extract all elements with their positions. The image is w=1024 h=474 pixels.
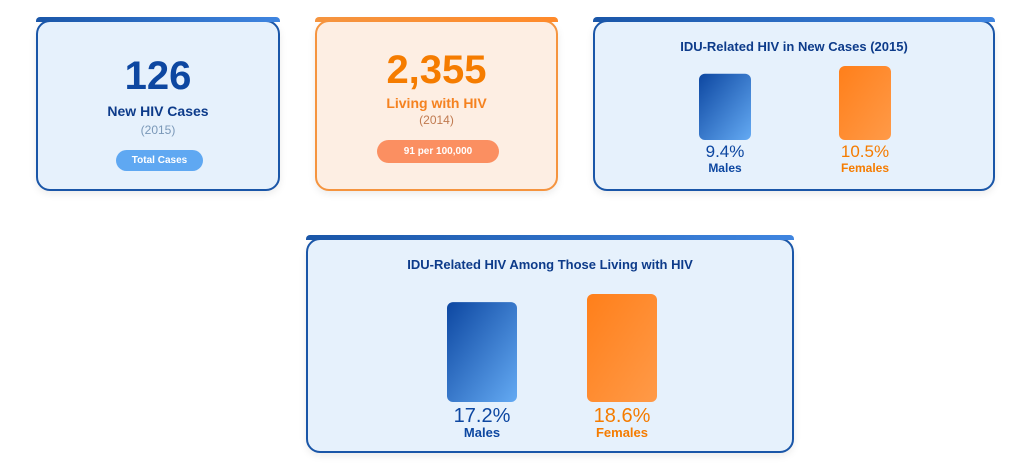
idu-living-chart: 17.2%Males 18.6%Females [447, 294, 657, 440]
value-label-females: 10.5% [841, 142, 889, 161]
rate-badge: 91 per 100,000 [377, 140, 499, 163]
living-with-hiv-card: 2,355 Living with HIV (2014) 91 per 100,… [315, 17, 558, 191]
value-label-females: 18.6% [594, 405, 651, 427]
bar-males [699, 73, 751, 140]
new-cases-value: 126 [124, 54, 192, 98]
new-hiv-cases-card: 126 New HIV Cases (2015) Total Cases [36, 17, 280, 191]
new-cases-label: New HIV Cases [107, 103, 209, 119]
living-year: (2014) [419, 113, 454, 127]
chart-title: IDU-Related HIV Among Those Living with … [407, 257, 693, 272]
living-label: Living with HIV [386, 95, 487, 111]
value-label-males: 9.4% [706, 142, 745, 161]
bar-females [587, 294, 657, 402]
chart-title: IDU-Related HIV in New Cases (2015) [680, 39, 908, 54]
living-value: 2,355 [386, 48, 487, 92]
bar-females [839, 66, 891, 140]
total-cases-badge: Total Cases [116, 150, 203, 171]
idu-living-chart-card: IDU-Related HIV Among Those Living with … [306, 235, 794, 453]
category-label-females: Females [596, 425, 648, 440]
bar-males [447, 302, 517, 402]
category-label-males: Males [708, 161, 742, 175]
idu-new-cases-chart-card: IDU-Related HIV in New Cases (2015) 9.4%… [593, 17, 995, 191]
category-label-females: Females [841, 161, 889, 175]
category-label-males: Males [464, 425, 500, 440]
idu-new-cases-chart: 9.4%Males 10.5%Females [699, 66, 891, 175]
new-cases-year: (2015) [140, 123, 176, 137]
value-label-males: 17.2% [454, 405, 511, 427]
